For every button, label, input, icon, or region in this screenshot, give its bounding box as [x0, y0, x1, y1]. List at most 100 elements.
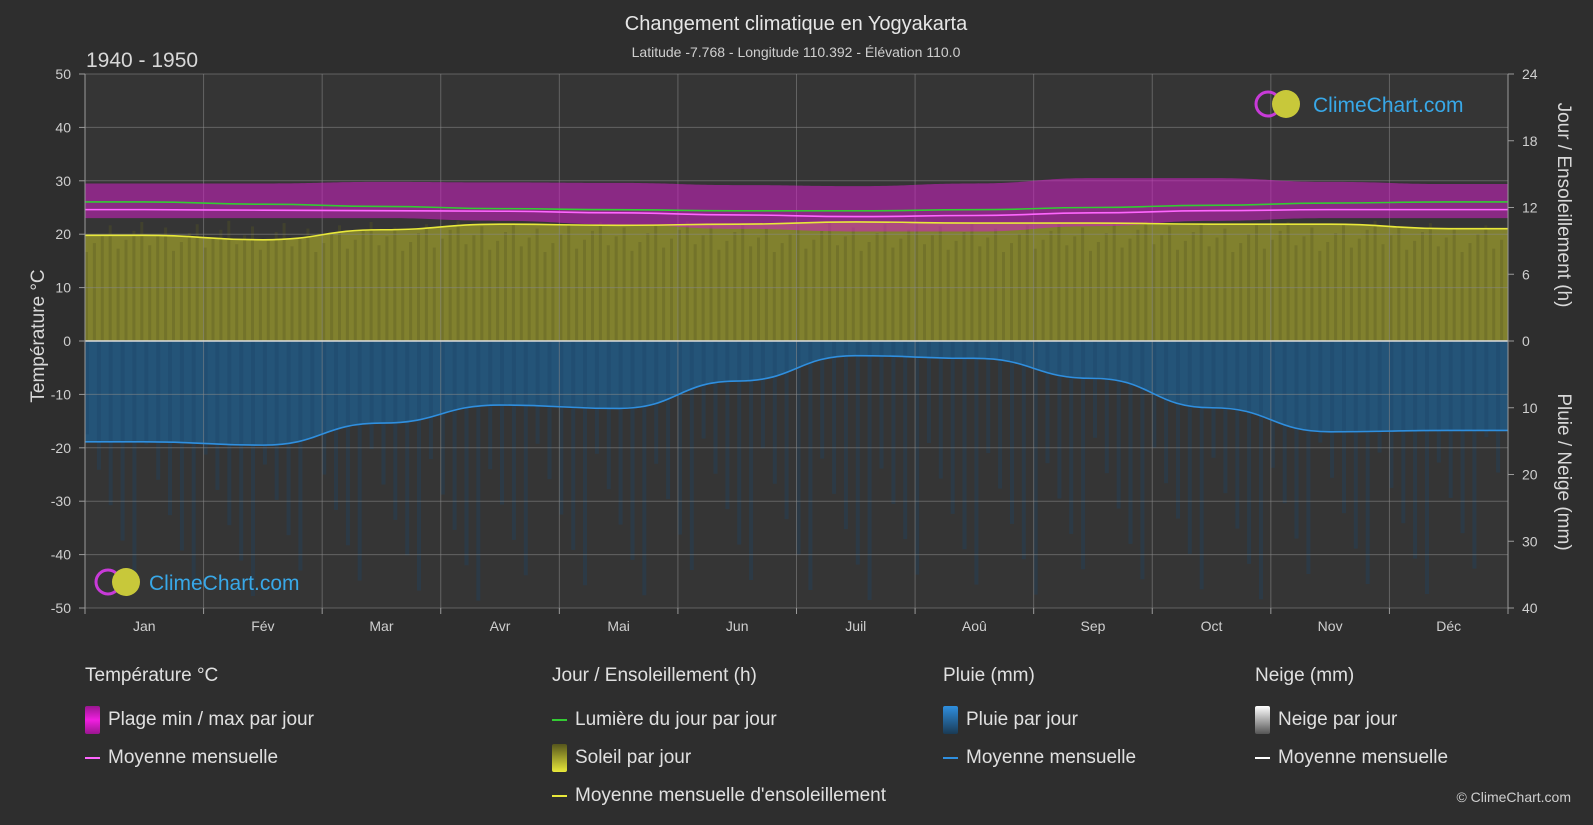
- rain-day-bar: [713, 341, 718, 474]
- sunshine-day-bar: [504, 232, 507, 341]
- sunshine-day-bar: [480, 226, 484, 341]
- sunshine-day-bar: [867, 242, 871, 341]
- sunshine-day-bar: [511, 223, 515, 341]
- sunshine-day-bar: [1136, 229, 1140, 342]
- series-lines-layer: [85, 201, 1508, 446]
- x-tick-label: Jan: [133, 618, 156, 634]
- sunshine-day-bar: [1365, 229, 1369, 342]
- sunshine-day-bar: [251, 226, 254, 341]
- sunshine-day-bar: [195, 224, 199, 341]
- rain-day-bar: [1306, 341, 1311, 574]
- rain-day-bar: [701, 341, 706, 439]
- rain-day-bar: [227, 341, 232, 526]
- x-tick-label: Nov: [1318, 618, 1343, 634]
- temperature-range-band: [85, 178, 1508, 232]
- rain-day-bar: [689, 341, 694, 570]
- sunshine-day-bar: [1286, 222, 1290, 341]
- y-right-top-tick-label: 24: [1522, 66, 1538, 82]
- rain-day-bar: [1140, 341, 1145, 580]
- y-left-tick-label: -50: [51, 600, 71, 616]
- sunshine-day-bar: [535, 228, 539, 341]
- legend-daylight: Lumière du jour par jour: [552, 701, 886, 739]
- rain-day-bar: [1496, 341, 1501, 473]
- rain-day-bar: [1460, 341, 1465, 534]
- legend-temp-mean: Moyenne mensuelle: [85, 739, 314, 777]
- rain-day-bar: [381, 341, 386, 485]
- sunshine-day-bar: [1144, 220, 1148, 341]
- sunshine-day-bar: [1294, 245, 1298, 341]
- rain-day-bar: [950, 341, 955, 514]
- sunshine-day-bar: [851, 227, 855, 341]
- rain-day-bar: [1282, 341, 1287, 504]
- rain-day-bar: [1069, 341, 1074, 534]
- sunshine-day-bar: [820, 230, 824, 341]
- sunshine-day-bar: [1025, 225, 1029, 341]
- y-right-bottom-tick-label: 30: [1522, 533, 1538, 549]
- watermark-bottom: ClimeChart.com: [94, 568, 300, 596]
- rain-day-bar: [1353, 341, 1358, 549]
- temperature-mean-line: [85, 208, 1508, 218]
- sunshine-day-bar: [551, 243, 555, 341]
- y-right-top-axis-label: Jour / Ensoleillement (h): [1553, 103, 1574, 308]
- sunshine-day-bar: [385, 236, 389, 341]
- rain-day-bar: [654, 341, 659, 464]
- x-tick-label: Oct: [1201, 618, 1223, 634]
- sunshine-day-bar: [314, 252, 318, 341]
- x-tick-label: Juil: [845, 618, 866, 634]
- sunshine-day-bar: [575, 248, 579, 341]
- sunshine-day-bar: [243, 235, 247, 341]
- rain-day-bar: [1033, 341, 1038, 595]
- sunshine-day-bar: [1128, 238, 1132, 341]
- rain-day-bar: [96, 341, 101, 470]
- rain-day-bar: [1365, 341, 1370, 584]
- y-left-tick-label: 20: [55, 226, 71, 242]
- rain-day-bar: [772, 341, 777, 484]
- rain-day-bar: [630, 341, 635, 560]
- sunshine-day-bar: [614, 236, 618, 341]
- sunshine-day-bar: [424, 224, 428, 341]
- sunshine-day-bar: [1033, 248, 1037, 341]
- copyright: © ClimeChart.com: [1456, 789, 1571, 805]
- sunshine-day-bar: [598, 222, 602, 341]
- sunshine-day-bar: [923, 244, 926, 341]
- sunshine-day-bar: [986, 237, 990, 341]
- rain-day-bar: [1164, 341, 1169, 484]
- sunshine-day-bar: [1168, 226, 1172, 341]
- sunshine-day-bar: [179, 242, 183, 341]
- sunshine-day-bar: [1492, 248, 1496, 341]
- sunshine-day-bar: [219, 229, 223, 342]
- rain-day-bar: [1057, 341, 1062, 499]
- legend-sunshine: Soleil par jour: [552, 739, 886, 777]
- rain-day-bar: [1294, 341, 1299, 539]
- sunshine-swatch: [552, 744, 567, 772]
- rain-day-bar: [1199, 341, 1204, 590]
- sunshine-day-bar: [85, 252, 88, 341]
- rain-day-bar: [1330, 341, 1335, 478]
- sunshine-day-bar: [630, 250, 634, 341]
- sunshine-day-bar: [1073, 236, 1077, 341]
- rain-day-bar: [120, 341, 125, 541]
- legend-snow-mean: Moyenne mensuelle: [1255, 739, 1448, 777]
- sunshine-day-bar: [1310, 227, 1314, 341]
- rain-day-bar: [156, 341, 161, 480]
- rain-day-bar: [1235, 341, 1240, 529]
- rain-day-bar: [1045, 341, 1050, 464]
- sunshine-day-bar: [338, 225, 341, 341]
- sunshine-day-bar: [749, 246, 753, 341]
- rain-day-bar: [251, 341, 255, 596]
- rain-day-bar: [1436, 341, 1441, 463]
- rain-day-bar: [547, 341, 552, 480]
- logo-sun-icon: [1272, 90, 1300, 118]
- sunshine-day-bar: [907, 229, 911, 342]
- sunshine-day-bar: [187, 233, 191, 341]
- rain-day-bar: [1425, 341, 1429, 594]
- sunshine-day-bar: [227, 220, 231, 341]
- rain-day-bar: [666, 341, 671, 500]
- sunshine-day-bar: [1002, 252, 1005, 341]
- rain-day-bar: [1472, 341, 1477, 569]
- sunshine-day-bar: [1428, 223, 1432, 341]
- sunshine-day-bar: [1373, 220, 1377, 341]
- rain-day-bar: [286, 341, 291, 536]
- legend-sun-header: Jour / Ensoleillement (h): [552, 665, 757, 686]
- y-right-bottom-tick-label: 10: [1522, 400, 1538, 416]
